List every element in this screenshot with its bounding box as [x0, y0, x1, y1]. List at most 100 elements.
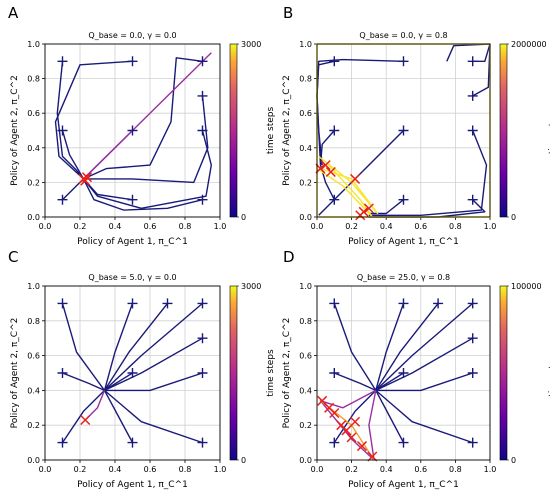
- colorbar-min-label: 0: [241, 456, 246, 465]
- trajectory-line: [375, 390, 405, 443]
- trajectory-line: [472, 43, 491, 62]
- end-marker: [80, 175, 91, 186]
- trajectories: [54, 52, 212, 211]
- x-tick-label: 0.2: [345, 222, 358, 231]
- y-tick-label: 0.4: [27, 386, 40, 395]
- panel-title: Q_base = 25.0, γ = 0.8: [357, 273, 450, 282]
- panel-letter: C: [8, 248, 18, 266]
- start-marker: [467, 125, 478, 136]
- y-tick-label: 0.0: [299, 213, 312, 222]
- trajectory-line: [104, 372, 203, 392]
- trajectory-line: [104, 389, 203, 444]
- x-axis-label: Policy of Agent 1, π_C^1: [77, 480, 188, 490]
- y-tick-label: 0.6: [299, 352, 312, 361]
- start-marker: [127, 368, 138, 378]
- start-marker: [57, 125, 68, 136]
- y-tick-label: 0.8: [27, 75, 40, 84]
- start-marker: [127, 125, 138, 136]
- trajectory-line: [61, 130, 85, 180]
- colorbar: [499, 43, 508, 218]
- trajectory-line: [334, 372, 377, 392]
- end-marker: [363, 203, 374, 214]
- colorbar: [229, 43, 238, 218]
- start-marker: [467, 56, 478, 67]
- panel-d: D Q_base = 25.0, γ = 0.8 0.0 0.2 0.4 0.6 0.8 1.…: [282, 248, 550, 490]
- start-marker: [398, 56, 409, 67]
- trajectory-line: [375, 337, 474, 392]
- trajectory-line: [82, 130, 212, 209]
- trajectory-line: [333, 389, 377, 443]
- colorbar-label: time steps: [266, 107, 276, 155]
- trajectory-line: [84, 390, 106, 421]
- trajectory-line: [83, 57, 203, 180]
- y-tick-label: 0.0: [27, 456, 40, 465]
- start-marker: [57, 368, 68, 378]
- start-marker: [398, 298, 409, 309]
- colorbar-min-label: 0: [241, 213, 246, 222]
- panel-title: Q_base = 0.0, γ = 0.8: [359, 31, 447, 40]
- trajectory-line: [62, 372, 105, 392]
- x-tick-label: 0.4: [380, 465, 393, 474]
- trajectory-line: [333, 303, 377, 391]
- y-tick-label: 1.0: [27, 40, 40, 49]
- y-tick-label: 0.2: [299, 421, 312, 430]
- start-marker: [57, 437, 68, 448]
- start-marker: [127, 56, 138, 67]
- start-marker: [433, 298, 444, 309]
- end-marker: [367, 451, 378, 462]
- y-tick-label: 1.0: [27, 282, 40, 291]
- colorbar: [229, 285, 238, 461]
- trajectories: [61, 302, 203, 444]
- colorbar: [499, 285, 508, 461]
- panel-title: Q_base = 0.0, γ = 0.0: [88, 31, 176, 40]
- start-marker: [329, 125, 340, 136]
- start-marker: [467, 90, 478, 101]
- x-tick-label: 1.0: [484, 465, 497, 474]
- y-tick-label: 1.0: [299, 282, 312, 291]
- trajectory-line: [368, 130, 488, 216]
- start-marker: [398, 368, 409, 378]
- start-marker: [329, 368, 340, 378]
- start-marker: [398, 437, 409, 448]
- trajectory-line: [368, 199, 404, 215]
- end-marker: [315, 163, 326, 174]
- y-tick-label: 0.6: [27, 109, 40, 118]
- start-marker: [197, 333, 208, 344]
- panel-b: B Q_base = 0.0, γ = 0.8 0.0 0.2 0.4 0.6 0.8 1.0…: [282, 4, 550, 247]
- start-marker: [57, 56, 68, 67]
- panel-title: Q_base = 5.0, γ = 0.0: [88, 273, 176, 282]
- y-tick-label: 0.2: [299, 178, 312, 187]
- end-marker: [320, 160, 331, 171]
- x-axis-label: Policy of Agent 1, π_C^1: [348, 237, 459, 247]
- trajectory-line: [56, 61, 85, 180]
- x-tick-label: 0.8: [179, 465, 192, 474]
- start-marker: [398, 194, 409, 205]
- y-tick-label: 0.4: [27, 144, 40, 153]
- y-axis-label: Policy of Agent 2, π_C^2: [282, 75, 292, 186]
- y-axis-label: Policy of Agent 2, π_C^2: [282, 318, 292, 429]
- x-tick-label: 0.8: [179, 222, 192, 231]
- y-tick-label: 0.0: [299, 456, 312, 465]
- trajectory-line: [103, 390, 134, 443]
- trajectory-line: [54, 60, 133, 180]
- start-marker: [398, 125, 409, 136]
- x-tick-label: 1.0: [214, 222, 227, 231]
- x-tick-label: 0.0: [311, 222, 324, 231]
- x-tick-label: 1.0: [484, 222, 497, 231]
- start-marker: [467, 437, 478, 448]
- trajectory-line: [83, 52, 212, 180]
- start-marker: [197, 368, 208, 378]
- end-marker: [341, 425, 352, 436]
- trajectory-line: [61, 389, 105, 443]
- x-tick-label: 0.2: [345, 465, 358, 474]
- y-tick-label: 0.4: [299, 386, 312, 395]
- start-marker: [197, 56, 208, 67]
- start-marker: [329, 56, 340, 67]
- start-marker: [467, 194, 478, 205]
- trajectory-line: [375, 302, 474, 391]
- y-tick-label: 0.4: [299, 144, 312, 153]
- start-marker: [329, 298, 340, 309]
- end-marker: [81, 172, 93, 183]
- panel-letter: D: [283, 248, 295, 266]
- trajectory-line: [103, 303, 134, 391]
